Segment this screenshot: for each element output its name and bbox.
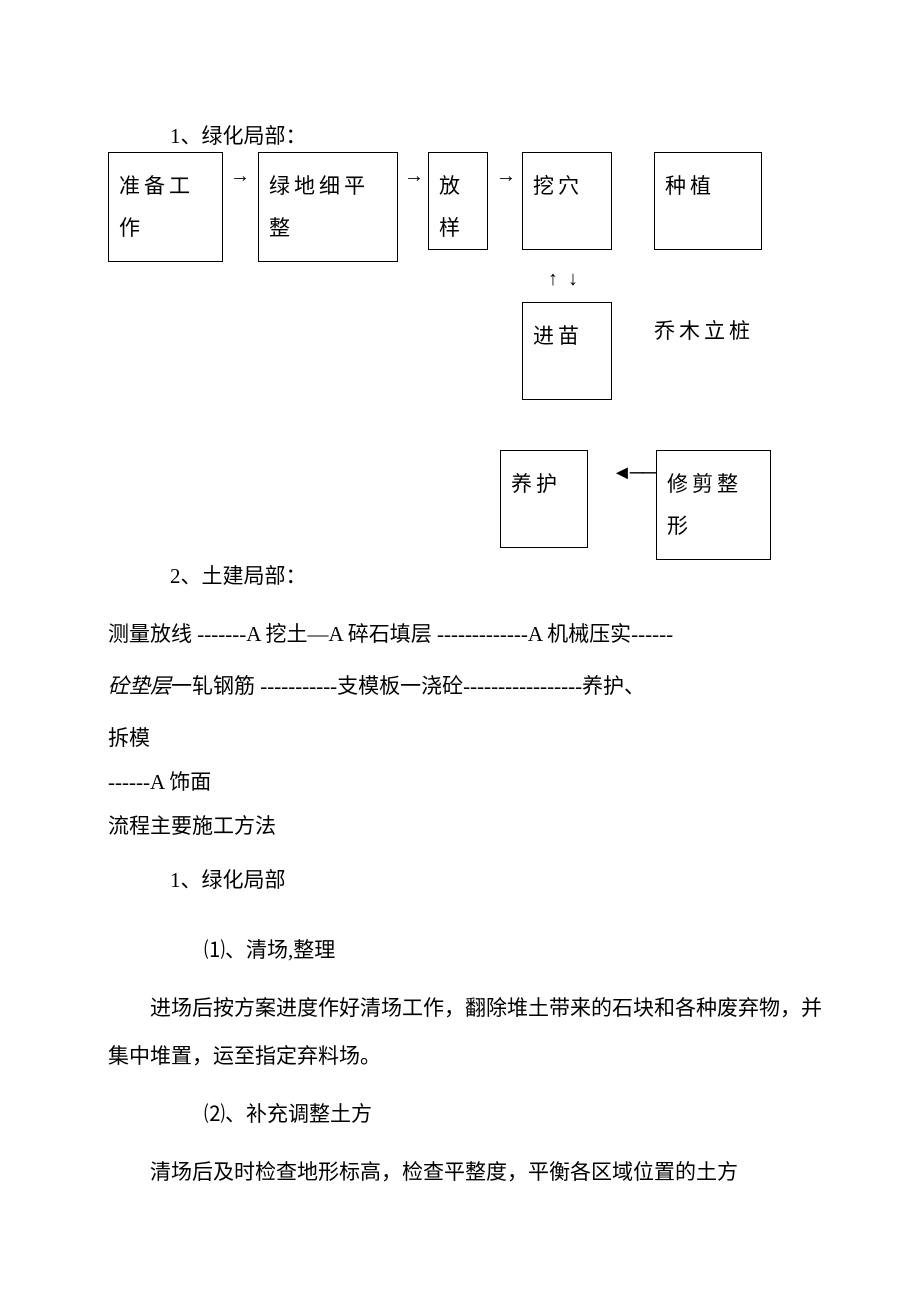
box-trim: 修剪整形 [656,450,771,560]
arrow-up: ↑ [548,268,558,291]
box-layout: 放样 [428,152,488,250]
arrow-down: ↓ [568,268,578,291]
process-line-1: 测量放线 -------A 挖土—A 碎石填层 -------------A 机… [108,608,828,661]
sub-clearing: ⑴、清场,整理 [204,932,335,970]
arrow-back: ◄── [612,462,654,485]
box-plant: 种植 [654,152,762,250]
section-greening: 1、绿化局部 [170,862,286,900]
para-clearing: 进场后按方案进度作好清场工作，翻除堆土带来的石块和各种废弃物，并集中堆置，运至指… [108,984,828,1081]
italic-text: 砼垫层 [108,674,171,698]
box-level: 绿地细平整 [258,152,398,262]
sub-earthwork: ⑵、补充调整土方 [204,1096,372,1134]
box-maintain: 养护 [500,450,588,548]
process-line-2-rest: 一轧钢筋 -----------支模板一浇砼-----------------养… [171,674,645,698]
arrow-3: → [496,165,516,188]
box-seedling: 进苗 [522,302,612,400]
arrow-1: → [230,165,250,188]
box-prep: 准备工作 [108,152,223,262]
heading-civil: 2、土建局部： [170,558,307,596]
box-dig: 挖穴 [522,152,612,250]
method-heading: 流程主要施工方法 [108,800,828,853]
para-earthwork: 清场后及时检查地形标高，检查平整度，平衡各区域位置的土方 [108,1148,828,1196]
label-stake: 乔木立桩 [654,306,762,356]
process-line-2: 砼垫层一轧钢筋 -----------支模板一浇砼---------------… [108,660,828,713]
heading-greening: 1、绿化局部： [170,118,307,156]
arrow-2: → [404,165,424,188]
